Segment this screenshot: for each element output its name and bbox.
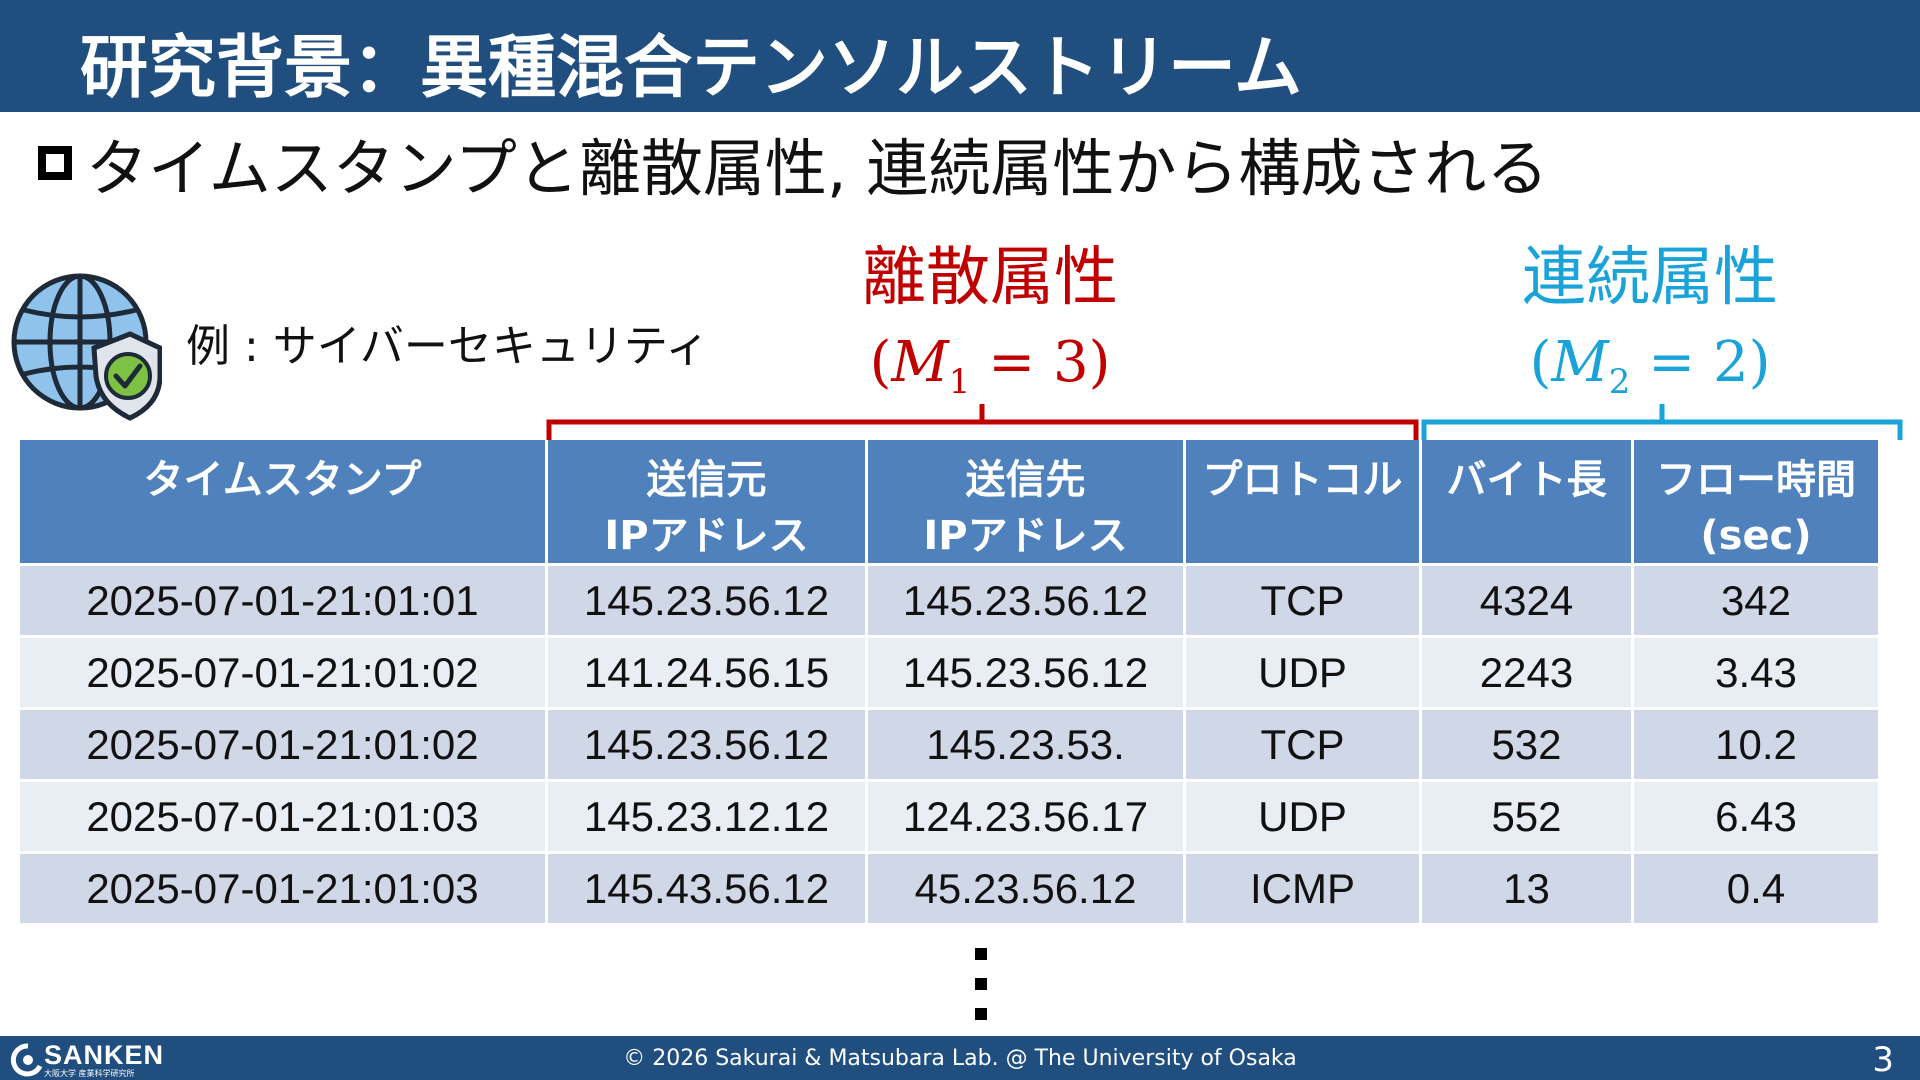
cell-timestamp: 2025-07-01-21:01:02 <box>20 638 548 710</box>
footer-logo-subtext: 大阪大学 産業科学研究所 <box>44 1069 135 1078</box>
continuous-symbol: M <box>1551 330 1609 395</box>
continuous-attributes-count: (M2 = 2) <box>1529 330 1771 402</box>
continuous-value: 2 <box>1712 330 1749 395</box>
cell-source-ip: 145.43.56.12 <box>548 854 868 926</box>
cell-destination-ip: 45.23.56.12 <box>868 854 1186 926</box>
table-row: 2025-07-01-21:01:02 145.23.56.12 145.23.… <box>20 710 1878 782</box>
cell-flow-time: 0.4 <box>1634 854 1878 926</box>
title-bar: 研究背景：異種混合テンソルストリーム <box>0 0 1920 112</box>
example-label: 例 : サイバーセキュリティ <box>186 321 710 372</box>
continuous-attributes-title: 連続属性 <box>1522 241 1778 315</box>
cell-protocol: TCP <box>1186 566 1422 638</box>
continuous-subscript: 2 <box>1608 362 1631 402</box>
cell-timestamp: 2025-07-01-21:01:02 <box>20 710 548 782</box>
discrete-attributes-count: (M1 = 3) <box>869 330 1111 402</box>
cell-byte-length: 532 <box>1422 710 1634 782</box>
header-timestamp: タイムスタンプ <box>20 440 548 566</box>
subtitle: タイムスタンプと離散属性, 連続属性から構成される <box>38 118 1548 208</box>
cell-destination-ip: 145.23.53. <box>868 710 1186 782</box>
cell-byte-length: 13 <box>1422 854 1634 926</box>
cell-protocol: TCP <box>1186 710 1422 782</box>
table-row: 2025-07-01-21:01:01 145.23.56.12 145.23.… <box>20 566 1878 638</box>
cell-timestamp: 2025-07-01-21:01:03 <box>20 782 548 854</box>
cell-flow-time: 3.43 <box>1634 638 1878 710</box>
page-number: 3 <box>1872 1040 1894 1080</box>
cell-byte-length: 2243 <box>1422 638 1634 710</box>
sanken-logo-icon <box>10 1043 43 1077</box>
footer-bar <box>0 1036 1920 1080</box>
table-row: 2025-07-01-21:01:03 145.43.56.12 45.23.5… <box>20 854 1878 926</box>
discrete-attributes-label: 離散属性 (M1 = 3) <box>800 238 1180 427</box>
cell-source-ip: 145.23.56.12 <box>548 710 868 782</box>
vertical-ellipsis-icon <box>970 948 992 1038</box>
header-protocol: プロトコル <box>1186 440 1422 566</box>
table-row: 2025-07-01-21:01:03 145.23.12.12 124.23.… <box>20 782 1878 854</box>
square-bullet-icon <box>38 146 72 180</box>
header-source-ip: 送信元 IPアドレス <box>548 440 868 566</box>
cell-flow-time: 6.43 <box>1634 782 1878 854</box>
globe-shield-icon <box>11 273 162 421</box>
cell-source-ip: 145.23.12.12 <box>548 782 868 854</box>
cell-source-ip: 145.23.56.12 <box>548 566 868 638</box>
cell-byte-length: 4324 <box>1422 566 1634 638</box>
discrete-value: 3 <box>1052 330 1089 395</box>
cell-flow-time: 10.2 <box>1634 710 1878 782</box>
cell-byte-length: 552 <box>1422 782 1634 854</box>
data-table: タイムスタンプ 送信元 IPアドレス 送信先 IPアドレス プロトコル バイト長… <box>20 440 1878 926</box>
cell-protocol: ICMP <box>1186 854 1422 926</box>
continuous-attributes-label: 連続属性 (M2 = 2) <box>1460 238 1840 427</box>
header-destination-ip: 送信先 IPアドレス <box>868 440 1186 566</box>
cell-flow-time: 342 <box>1634 566 1878 638</box>
footer-logo-text: SANKEN <box>44 1040 165 1070</box>
header-byte-length: バイト長 <box>1422 440 1634 566</box>
discrete-symbol: M <box>891 330 949 395</box>
cell-destination-ip: 145.23.56.12 <box>868 638 1186 710</box>
cell-protocol: UDP <box>1186 638 1422 710</box>
table-row: 2025-07-01-21:01:02 141.24.56.15 145.23.… <box>20 638 1878 710</box>
cell-timestamp: 2025-07-01-21:01:01 <box>20 566 548 638</box>
cell-destination-ip: 145.23.56.12 <box>868 566 1186 638</box>
discrete-attributes-title: 離散属性 <box>862 241 1118 315</box>
discrete-subscript: 1 <box>948 362 971 402</box>
cell-timestamp: 2025-07-01-21:01:03 <box>20 854 548 926</box>
table-header-row: タイムスタンプ 送信元 IPアドレス 送信先 IPアドレス プロトコル バイト長… <box>20 440 1878 566</box>
cell-protocol: UDP <box>1186 782 1422 854</box>
cell-source-ip: 141.24.56.15 <box>548 638 868 710</box>
slide-title: 研究背景：異種混合テンソルストリーム <box>80 29 1302 108</box>
subtitle-text: タイムスタンプと離散属性, 連続属性から構成される <box>86 132 1549 205</box>
footer-copyright: © 2026 Sakurai & Matsubara Lab. @ The Un… <box>623 1046 1297 1071</box>
cell-destination-ip: 124.23.56.17 <box>868 782 1186 854</box>
header-flow-time: フロー時間 (sec) <box>1634 440 1878 566</box>
